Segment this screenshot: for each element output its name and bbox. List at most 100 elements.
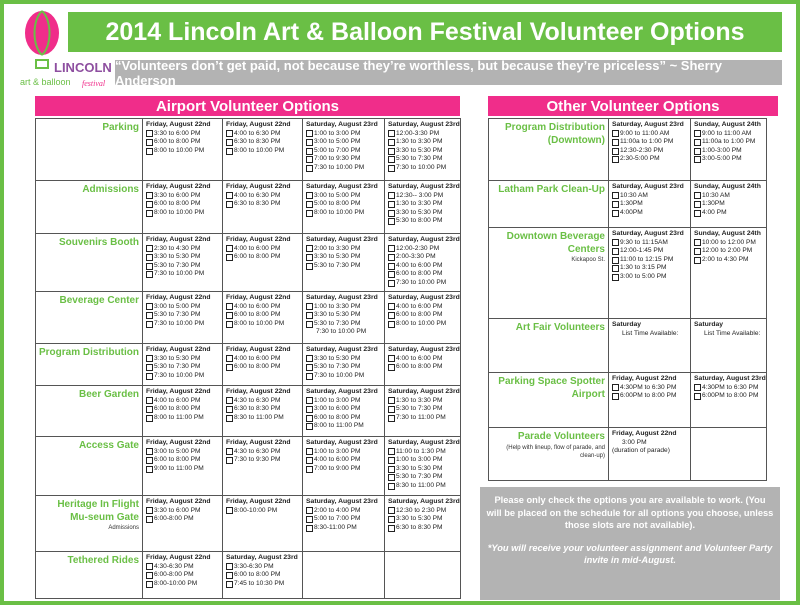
shift-slot[interactable]: 6:00 to 8:00 PM xyxy=(388,311,457,320)
checkbox[interactable] xyxy=(306,372,313,380)
checkbox[interactable] xyxy=(226,456,233,464)
checkbox[interactable] xyxy=(226,147,233,155)
checkbox[interactable] xyxy=(146,465,153,473)
shift-slot[interactable]: 8:00 to 10:00 PM xyxy=(306,209,381,218)
checkbox[interactable] xyxy=(226,192,233,200)
checkbox[interactable] xyxy=(226,507,233,515)
shift-slot[interactable]: 4:00 to 6:00 PM xyxy=(226,355,299,364)
checkbox[interactable] xyxy=(694,156,701,164)
checkbox[interactable] xyxy=(612,247,619,255)
checkbox[interactable] xyxy=(146,448,153,456)
shift-slot[interactable]: 11:00a to 1:00 PM xyxy=(612,138,687,147)
shift-slot[interactable]: 1:30 to 3:30 PM xyxy=(388,397,457,406)
checkbox[interactable] xyxy=(388,130,395,138)
checkbox[interactable] xyxy=(146,192,153,200)
shift-slot[interactable]: 10:30 AM xyxy=(612,192,687,201)
shift-slot[interactable]: 3:00 to 5:00 PM xyxy=(306,192,381,201)
checkbox[interactable] xyxy=(306,355,313,363)
shift-slot[interactable]: 5:00 to 8:00 PM xyxy=(306,200,381,209)
shift-slot[interactable]: 1:30 to 3:30 PM xyxy=(388,200,457,209)
checkbox[interactable] xyxy=(226,405,233,413)
checkbox[interactable] xyxy=(612,209,619,217)
shift-slot[interactable]: 3:30 to 5:30 PM xyxy=(388,465,457,474)
checkbox[interactable] xyxy=(388,200,395,208)
shift-slot[interactable]: 5:00 to 7:00 PM xyxy=(306,147,381,156)
shift-slot[interactable]: 6:00 to 8:00 PM xyxy=(146,138,219,147)
checkbox[interactable] xyxy=(306,156,313,164)
shift-slot[interactable]: 5:30 to 7:30 PM xyxy=(146,262,219,271)
shift-slot[interactable]: 1:00 to 3:00 PM xyxy=(306,397,381,406)
checkbox[interactable] xyxy=(388,405,395,413)
checkbox[interactable] xyxy=(146,200,153,208)
shift-slot[interactable]: 10:30 AM xyxy=(694,192,763,201)
shift-slot[interactable]: 9:00 to 11:00 AM xyxy=(694,130,763,139)
checkbox[interactable] xyxy=(388,448,395,456)
checkbox[interactable] xyxy=(226,303,233,311)
checkbox[interactable] xyxy=(306,363,313,371)
shift-slot[interactable]: 7:30 to 10:00 PM xyxy=(388,279,457,288)
checkbox[interactable] xyxy=(306,130,313,138)
shift-slot[interactable]: 4:00PM xyxy=(612,209,687,218)
shift-slot[interactable]: 3:30 to 5:30 PM xyxy=(306,311,381,320)
shift-slot[interactable]: 7:30 to 10:00 PM xyxy=(146,320,219,329)
shift-slot[interactable]: 6:30 to 8:30 PM xyxy=(226,138,299,147)
shift-slot[interactable]: 8:00-10:00 PM xyxy=(226,507,299,516)
shift-slot[interactable]: 10:00 to 12:00 PM xyxy=(694,239,763,248)
checkbox[interactable] xyxy=(226,571,233,579)
checkbox[interactable] xyxy=(388,524,395,532)
checkbox[interactable] xyxy=(146,571,153,579)
checkbox[interactable] xyxy=(146,311,153,319)
checkbox[interactable] xyxy=(146,405,153,413)
checkbox[interactable] xyxy=(146,253,153,261)
shift-slot[interactable]: 6:00 to 8:00 PM xyxy=(226,311,299,320)
shift-slot[interactable]: 2:30-5:00 PM xyxy=(612,155,687,164)
checkbox[interactable] xyxy=(694,147,701,155)
shift-slot[interactable]: 6:00 to 8:00 PM xyxy=(226,571,299,580)
shift-slot[interactable]: 6:00 to 8:00 PM xyxy=(306,414,381,423)
shift-slot[interactable]: 8:00 to 11:00 PM xyxy=(306,422,381,431)
checkbox[interactable] xyxy=(694,200,701,208)
shift-slot[interactable]: 3:30 to 5:30 PM xyxy=(306,253,381,262)
shift-slot[interactable]: 8:00 to 10:00 PM xyxy=(388,320,457,329)
checkbox[interactable] xyxy=(694,256,701,264)
shift-slot[interactable]: 6:00PM to 8:00 PM xyxy=(694,392,763,401)
checkbox[interactable] xyxy=(388,156,395,164)
checkbox[interactable] xyxy=(226,580,233,588)
shift-slot[interactable]: 11:00 to 12:15 PM xyxy=(612,256,687,265)
checkbox[interactable] xyxy=(388,311,395,319)
shift-slot[interactable]: 7:30 to 10:00 PM xyxy=(146,372,219,381)
checkbox[interactable] xyxy=(146,245,153,253)
checkbox[interactable] xyxy=(226,311,233,319)
checkbox[interactable] xyxy=(226,130,233,138)
shift-slot[interactable]: 5:30 to 7:30 PM xyxy=(306,320,381,329)
shift-slot[interactable]: 1:00 to 3:00 PM xyxy=(388,456,457,465)
checkbox[interactable] xyxy=(226,448,233,456)
shift-slot[interactable]: 6:00 to 8:00 PM xyxy=(226,363,299,372)
shift-slot[interactable]: 6:00 to 8:00 PM xyxy=(226,253,299,262)
shift-slot[interactable]: 3:30-6:30 PM xyxy=(226,563,299,572)
checkbox[interactable] xyxy=(694,130,701,138)
checkbox[interactable] xyxy=(388,138,395,146)
checkbox[interactable] xyxy=(306,303,313,311)
shift-slot[interactable]: 5:00 to 7:00 PM xyxy=(306,515,381,524)
checkbox[interactable] xyxy=(612,384,619,392)
shift-slot[interactable]: 2:00-3:30 PM xyxy=(388,253,457,262)
checkbox[interactable] xyxy=(306,245,313,253)
checkbox[interactable] xyxy=(388,465,395,473)
checkbox[interactable] xyxy=(306,192,313,200)
shift-slot[interactable]: 8:30-11:00 PM xyxy=(306,524,381,533)
shift-slot[interactable]: 4:00 to 6:00 PM xyxy=(388,262,457,271)
checkbox[interactable] xyxy=(146,507,153,515)
checkbox[interactable] xyxy=(226,363,233,371)
checkbox[interactable] xyxy=(612,239,619,247)
shift-slot[interactable]: 4:30 to 6:30 PM xyxy=(226,448,299,457)
shift-slot[interactable]: 5:30 to 7:30 PM xyxy=(388,405,457,414)
checkbox[interactable] xyxy=(388,271,395,279)
shift-slot[interactable]: 4:30PM to 6:30 PM xyxy=(612,384,687,393)
checkbox[interactable] xyxy=(388,262,395,270)
checkbox[interactable] xyxy=(146,355,153,363)
checkbox[interactable] xyxy=(612,200,619,208)
checkbox[interactable] xyxy=(146,303,153,311)
shift-slot[interactable]: 6:30 to 8:30 PM xyxy=(388,524,457,533)
checkbox[interactable] xyxy=(146,414,153,422)
